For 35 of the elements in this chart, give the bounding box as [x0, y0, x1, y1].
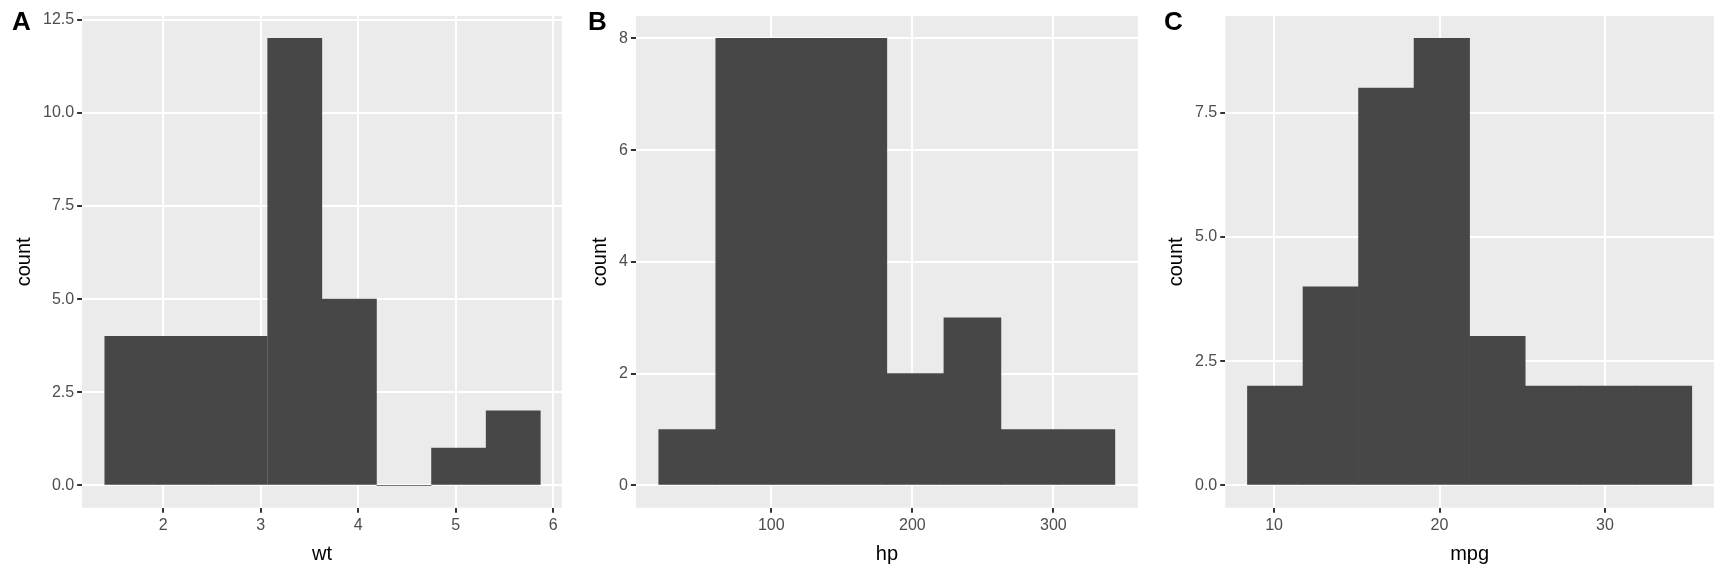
y-tick-label: 5.0 [51, 289, 75, 307]
y-tick-label: 5.0 [1194, 227, 1218, 245]
y-axis-title: count [1163, 237, 1186, 287]
x-tick-label: 30 [1596, 515, 1614, 533]
x-tick-label: 10 [1265, 515, 1284, 533]
x-tick-label: 20 [1430, 515, 1449, 533]
y-tick-label: 0.0 [51, 475, 75, 493]
y-tick-label: 2.5 [1194, 351, 1218, 369]
y-axis-title: count [587, 237, 610, 287]
chart-title: C [1164, 6, 1183, 37]
x-tick-label: 2 [158, 515, 168, 533]
x-axis-title: wt [311, 541, 333, 564]
y-tick-label: 0.0 [1194, 475, 1218, 493]
chart-title: A [12, 6, 31, 37]
y-tick-label: 7.5 [1194, 103, 1218, 121]
x-tick-label: 300 [1040, 515, 1067, 533]
y-tick-label: 12.5 [43, 10, 75, 28]
x-tick-label: 3 [256, 515, 266, 533]
x-axis-title: hp [875, 541, 899, 564]
y-tick-label: 0 [618, 475, 628, 493]
y-tick-label: 2 [618, 364, 628, 382]
y-tick-label: 10.0 [43, 103, 75, 121]
chart-title: B [588, 6, 607, 37]
y-tick-label: 8 [618, 28, 628, 46]
y-tick-label: 6 [618, 140, 628, 158]
x-tick-label: 6 [548, 515, 558, 533]
x-axis-title: mpg [1450, 541, 1490, 564]
x-tick-label: 100 [757, 515, 785, 533]
x-tick-label: 4 [353, 515, 363, 533]
y-tick-label: 7.5 [51, 196, 75, 214]
y-tick-label: 4 [618, 252, 628, 270]
y-axis-title: count [11, 237, 34, 287]
x-tick-label: 5 [451, 515, 461, 533]
y-tick-label: 2.5 [51, 382, 75, 400]
x-tick-label: 200 [898, 515, 926, 533]
